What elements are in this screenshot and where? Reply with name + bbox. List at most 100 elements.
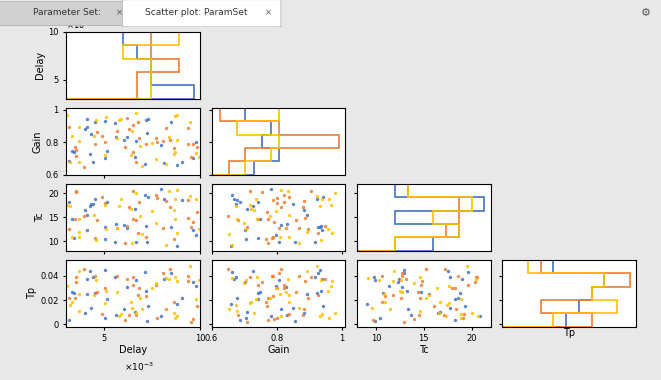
Point (424, 292, 434, 298)
Point (324, 196, 334, 202)
Point (317, 227, 328, 233)
Point (73, 138, 84, 144)
Point (363, 275, 373, 281)
Point (82, 212, 93, 218)
Point (141, 317, 152, 323)
Point (87, 201, 98, 207)
Point (414, 312, 424, 318)
Point (414, 295, 425, 301)
Text: Parameter Set:: Parameter Set: (33, 8, 101, 17)
Point (284, 194, 295, 200)
Point (128, 282, 138, 288)
Point (455, 315, 466, 321)
Point (63, 317, 74, 323)
Point (399, 267, 410, 273)
Point (449, 296, 460, 302)
Text: Scatter plot: ParamSet: Scatter plot: ParamSet (145, 8, 248, 17)
Point (463, 282, 473, 288)
Point (252, 216, 262, 222)
Point (241, 315, 251, 321)
Point (284, 292, 294, 298)
Point (396, 277, 407, 283)
Point (435, 299, 446, 305)
Point (424, 291, 434, 298)
Point (253, 235, 263, 241)
Point (63, 158, 74, 164)
Point (248, 203, 258, 209)
Point (315, 288, 326, 294)
Point (283, 276, 293, 282)
Point (267, 197, 278, 203)
Point (122, 276, 132, 282)
Point (122, 283, 132, 290)
Point (471, 276, 482, 282)
Point (171, 137, 182, 143)
Point (122, 225, 132, 231)
Point (456, 296, 467, 302)
Point (82, 276, 93, 282)
Point (100, 315, 110, 321)
Point (100, 202, 110, 208)
Point (170, 216, 180, 222)
Point (245, 274, 255, 280)
Point (147, 139, 158, 146)
Point (141, 288, 151, 294)
Point (112, 128, 122, 134)
Y-axis label: Delay: Delay (35, 51, 45, 79)
Point (89, 119, 100, 125)
Point (256, 189, 267, 195)
Point (267, 272, 278, 279)
Point (136, 306, 147, 312)
Point (89, 141, 100, 147)
Point (274, 291, 285, 297)
Point (126, 152, 137, 158)
Point (412, 288, 423, 294)
Point (89, 235, 100, 241)
Point (284, 311, 295, 317)
Point (185, 119, 196, 125)
Point (472, 274, 483, 280)
Point (232, 295, 243, 301)
Point (89, 292, 100, 298)
Point (401, 276, 411, 282)
Point (128, 216, 138, 222)
Point (190, 139, 201, 146)
Point (302, 229, 313, 235)
Point (368, 317, 378, 323)
Point (161, 161, 171, 167)
Point (150, 135, 161, 141)
Point (282, 312, 293, 318)
Point (227, 269, 237, 275)
Point (245, 188, 255, 194)
Point (235, 317, 245, 323)
Point (380, 293, 391, 299)
Point (176, 159, 187, 165)
Point (133, 119, 143, 125)
Point (266, 313, 276, 319)
Point (141, 293, 152, 299)
Point (368, 274, 379, 280)
Point (272, 285, 282, 291)
Point (124, 204, 134, 211)
Point (73, 291, 84, 297)
Point (143, 116, 153, 122)
Point (274, 225, 284, 231)
Point (288, 201, 298, 207)
Point (232, 197, 243, 203)
Point (64, 295, 75, 301)
Point (473, 313, 484, 319)
Point (399, 318, 409, 325)
Point (89, 290, 100, 296)
Point (110, 120, 120, 126)
Point (69, 295, 80, 301)
Point (271, 283, 282, 290)
Point (262, 240, 273, 246)
Point (326, 202, 336, 208)
Point (134, 285, 145, 291)
Point (320, 223, 330, 230)
Point (233, 217, 243, 223)
Point (417, 278, 428, 284)
Point (118, 306, 129, 312)
Point (377, 273, 387, 279)
Point (120, 144, 130, 150)
